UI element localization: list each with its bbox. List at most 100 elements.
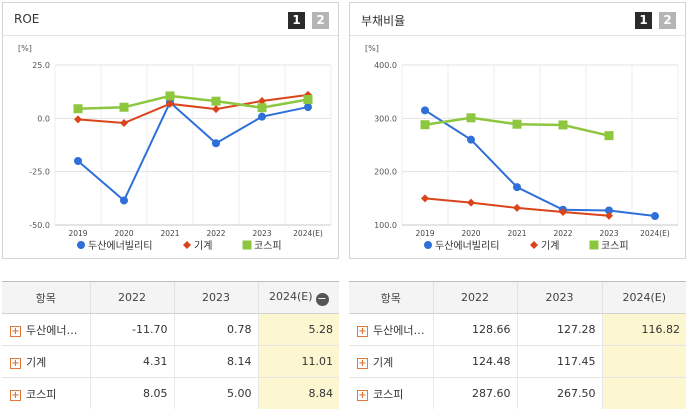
- data-point: [166, 99, 174, 108]
- y-tick-label: 25.0: [32, 61, 50, 70]
- value-cell: 4.31: [89, 345, 174, 378]
- x-tick-label: 2019: [415, 229, 434, 238]
- y-tick-label: 0.0: [37, 114, 50, 123]
- legend-marker: [424, 241, 432, 249]
- legend-label: 기계: [541, 240, 559, 252]
- table-header-row: 항목 2022 2023 2024(E) −: [2, 281, 339, 314]
- data-point: [421, 106, 429, 115]
- data-point: [165, 91, 175, 101]
- data-point: [258, 112, 266, 121]
- debt-ratio-line-chart: [%] 400.0 300.0 200.0 100.0 2019 2020 2021 2022 2…: [365, 44, 679, 252]
- expand-plus-icon[interactable]: +: [357, 389, 368, 401]
- value-cell: -11.70: [89, 313, 174, 346]
- roe-page-1-button[interactable]: 1: [288, 12, 305, 29]
- x-tick-label: 2020: [114, 229, 133, 238]
- y-unit-label: [%]: [365, 44, 379, 53]
- row-label[interactable]: 두산에너…: [26, 323, 78, 337]
- legend-label: 두산에너빌리티: [435, 240, 499, 252]
- data-point: [212, 139, 220, 148]
- legend-label: 두산에너빌리티: [88, 240, 152, 252]
- data-point: [119, 102, 129, 112]
- data-point: [421, 194, 429, 203]
- series-line: [77, 93, 309, 125]
- y-tick-label: -50.0: [29, 221, 50, 230]
- legend-label: 기계: [194, 240, 212, 252]
- series-line: [77, 100, 309, 203]
- estimate-cell: 5.28: [257, 313, 339, 346]
- series-2: [73, 91, 313, 114]
- row-label[interactable]: 기계: [373, 355, 394, 369]
- roe-line-chart: [%]25.0 0.0 -25.0 -50.0 2019 2020 2021 2022 2023…: [18, 44, 332, 252]
- header-2022: 2022: [89, 281, 174, 314]
- estimate-cell: [601, 345, 686, 378]
- debt-page-1-button[interactable]: 1: [635, 12, 652, 29]
- data-point: [211, 96, 221, 106]
- table-header-row: 항목 2022 2023 2024(E): [349, 281, 686, 314]
- legend-label: 코스피: [254, 240, 282, 252]
- x-tick-label: 2021: [507, 229, 526, 238]
- data-point: [513, 183, 521, 192]
- expand-plus-icon[interactable]: +: [10, 389, 21, 401]
- data-point: [74, 157, 82, 165]
- header-2022: 2022: [432, 281, 517, 314]
- data-point: [212, 105, 220, 114]
- data-point: [512, 119, 522, 129]
- data-point: [467, 198, 475, 207]
- value-cell: 287.60: [432, 377, 517, 409]
- row-label[interactable]: 두산에너…: [373, 323, 425, 337]
- row-label[interactable]: 기계: [26, 355, 47, 369]
- legend-item: 기계: [183, 240, 212, 252]
- collapse-minus-icon[interactable]: −: [315, 291, 329, 306]
- table-row: + 두산에너… 128.66 127.28 116.82: [349, 313, 686, 346]
- roe-panel-title: ROE: [14, 12, 40, 26]
- y-tick-label: 200.0: [374, 168, 397, 177]
- roe-page-2-button[interactable]: 2: [312, 12, 329, 29]
- series-1: [421, 194, 613, 220]
- data-point: [605, 211, 613, 220]
- legend-item: 코스피: [589, 240, 629, 252]
- expand-plus-icon[interactable]: +: [10, 357, 21, 369]
- x-tick-label: 2023: [599, 229, 618, 238]
- expand-plus-icon[interactable]: +: [357, 325, 368, 337]
- value-cell: 127.28: [516, 313, 602, 346]
- table-row: + 코스피 287.60 267.50: [349, 377, 686, 409]
- legend-marker: [183, 241, 191, 249]
- x-tick-label: 2023: [252, 229, 271, 238]
- y-tick-label: 300.0: [374, 114, 397, 123]
- legend-marker: [530, 241, 538, 249]
- debt-panel-title: 부채비율: [361, 14, 406, 28]
- header-2023: 2023: [173, 281, 258, 314]
- data-point: [467, 135, 475, 144]
- data-point: [604, 131, 614, 141]
- expand-plus-icon[interactable]: +: [357, 357, 368, 369]
- y-unit-label: [%]: [18, 44, 32, 53]
- debt-page-2-button[interactable]: 2: [659, 12, 676, 29]
- header-2024e: 2024(E): [601, 281, 686, 314]
- y-tick-label: 400.0: [374, 61, 397, 70]
- x-tick-label: 2022: [553, 229, 572, 238]
- row-label-cell: + 기계: [349, 345, 433, 378]
- value-cell: 117.45: [516, 345, 602, 378]
- row-label[interactable]: 코스피: [26, 387, 57, 401]
- estimate-cell: 11.01: [257, 345, 339, 378]
- series-2: [420, 113, 614, 141]
- data-point: [558, 120, 568, 130]
- legend-item: 두산에너빌리티: [424, 240, 499, 252]
- roe-table: 항목 2022 2023 2024(E) − + 두산에너… -11.70 0.78…: [2, 281, 339, 409]
- row-label-cell: + 두산에너…: [2, 313, 90, 346]
- value-cell: 8.05: [89, 377, 174, 409]
- data-point: [420, 120, 430, 130]
- expand-plus-icon[interactable]: +: [10, 325, 21, 337]
- estimate-cell: [601, 377, 686, 409]
- data-point: [304, 103, 312, 112]
- data-point: [304, 90, 312, 99]
- value-cell: 0.78: [173, 313, 258, 346]
- roe-chart-panel: ROE 1 2 [%] 25.0 0.0 -25.0 -50.0 2019 2020 2021…: [2, 2, 339, 259]
- row-label-cell: + 두산에너…: [349, 313, 433, 346]
- data-point: [513, 203, 521, 212]
- table-row: + 기계 124.48 117.45: [349, 345, 686, 378]
- row-label[interactable]: 코스피: [373, 387, 404, 401]
- header-item: 항목: [349, 281, 433, 314]
- series-1: [74, 90, 312, 128]
- debt-ratio-chart-panel: 부채비율 1 2 [%] 400.0 300.0 200.0 100.0 2019 2020…: [349, 2, 686, 259]
